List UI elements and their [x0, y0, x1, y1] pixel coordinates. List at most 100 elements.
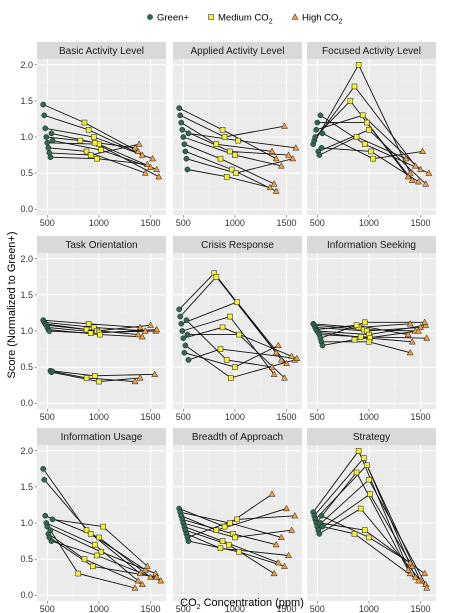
data-point	[43, 134, 50, 140]
data-point	[411, 573, 419, 580]
data-point	[141, 327, 149, 334]
data-point	[47, 527, 54, 534]
y-tick-label: 0.0	[20, 590, 33, 600]
data-point	[153, 573, 161, 580]
data-point	[234, 299, 240, 305]
data-point	[319, 523, 326, 530]
data-point	[270, 180, 278, 187]
data-point	[366, 339, 372, 345]
data-point	[217, 155, 224, 162]
data-point	[85, 127, 92, 133]
x-tick-label: 1000	[225, 604, 245, 613]
data-point	[221, 523, 228, 530]
legend-label: Medium CO2	[218, 13, 273, 26]
data-point	[316, 152, 323, 158]
data-point	[417, 165, 424, 173]
data-point	[353, 469, 360, 476]
x-tick-label: 500	[310, 218, 325, 228]
legend: Green+ Medium CO2 High CO2	[147, 13, 342, 26]
x-tick-label: 1000	[89, 412, 109, 422]
data-point	[181, 349, 188, 356]
data-point	[97, 331, 103, 338]
data-point	[353, 322, 360, 328]
data-point	[219, 127, 226, 133]
data-point	[277, 162, 285, 169]
data-point	[134, 147, 142, 154]
data-point	[77, 137, 84, 144]
data-point	[227, 313, 233, 320]
data-point	[155, 173, 163, 180]
data-point	[96, 378, 102, 385]
data-point	[423, 584, 431, 591]
data-point	[131, 584, 139, 591]
y-tick-label: 2.0	[20, 254, 33, 264]
data-point	[136, 374, 144, 381]
panel-1: Basic Activity Level	[37, 42, 166, 215]
data-point	[285, 151, 293, 158]
data-point	[98, 147, 104, 153]
data-point	[96, 534, 102, 541]
data-point	[100, 523, 106, 530]
data-point	[364, 119, 370, 126]
data-point	[219, 324, 226, 331]
x-tick-label: 500	[176, 604, 191, 613]
data-point	[138, 151, 146, 158]
data-point	[408, 176, 416, 183]
data-point	[151, 370, 159, 377]
data-point	[213, 141, 220, 147]
data-point	[46, 328, 53, 334]
data-point	[274, 341, 282, 348]
data-point	[47, 154, 54, 161]
data-point	[138, 333, 146, 340]
data-point	[357, 505, 364, 512]
x-tick-label: 1000	[359, 218, 379, 228]
data-point	[368, 148, 374, 155]
chart-panels: Basic Activity Level Applied Activity Lev…	[37, 42, 436, 601]
x-tick-label: 1500	[277, 604, 297, 613]
data-point	[272, 187, 280, 194]
x-tick-label: 1500	[411, 218, 431, 228]
y-axis-title: Score (Normalized to Green+)	[6, 231, 18, 378]
data-point	[98, 549, 104, 555]
panel-strip	[173, 42, 302, 59]
panel-title: Strategy	[353, 432, 390, 443]
data-point	[85, 321, 92, 327]
x-tick-label: 1000	[89, 218, 109, 228]
data-point	[40, 465, 47, 472]
data-point	[272, 540, 280, 548]
data-point	[91, 324, 97, 331]
data-point	[135, 140, 143, 147]
y-tick-label: 1.0	[20, 518, 33, 528]
x-axis-title-main: CO	[180, 597, 197, 609]
y-tick-label: 0.0	[20, 398, 33, 408]
data-point	[406, 559, 414, 566]
data-point	[217, 346, 224, 352]
x-axis-title-tail: Concentration (ppm)	[201, 597, 304, 609]
x-tick-label: 500	[176, 412, 191, 422]
panel-strip	[173, 428, 302, 445]
y-tick-label: 0.5	[20, 362, 33, 372]
data-point	[217, 545, 224, 552]
data-point	[213, 527, 220, 533]
data-point	[48, 538, 55, 544]
panel-strip	[37, 236, 166, 253]
data-point	[289, 154, 297, 162]
data-point	[157, 577, 165, 584]
data-point	[236, 331, 242, 338]
data-point	[45, 144, 52, 151]
data-point	[367, 491, 373, 497]
data-point	[313, 126, 320, 133]
data-point	[406, 348, 414, 356]
data-point	[355, 62, 362, 68]
x-tick-label: 1000	[359, 412, 379, 422]
data-point	[136, 569, 144, 577]
data-point	[292, 144, 300, 151]
panel-title: Focused Activity Level	[322, 46, 421, 57]
data-point	[228, 375, 234, 381]
panel-title: Crisis Response	[201, 240, 274, 251]
data-point	[404, 566, 412, 573]
data-point	[283, 359, 290, 367]
data-point	[83, 527, 90, 533]
data-point	[318, 512, 325, 519]
data-point	[281, 374, 288, 381]
